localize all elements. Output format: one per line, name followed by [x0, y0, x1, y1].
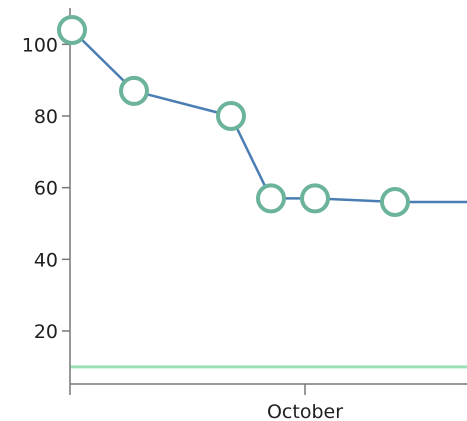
- series-line: [71, 29, 467, 204]
- data-point: [57, 15, 87, 45]
- x-tick-label-october: October: [267, 401, 343, 421]
- axes: October: [69, 8, 467, 421]
- data-point: [380, 187, 410, 217]
- data-point: [256, 183, 286, 214]
- data-point: [216, 101, 246, 131]
- y-tick-label: 40: [34, 249, 58, 271]
- y-axis-ticks: 20 40 60 80 100: [22, 34, 70, 343]
- y-tick-label: 80: [34, 106, 58, 128]
- y-tick-label: 60: [34, 178, 58, 200]
- data-point: [119, 75, 149, 106]
- series-layer: [57, 15, 467, 217]
- data-point: [300, 183, 330, 214]
- y-tick-label: 100: [22, 34, 58, 56]
- y-tick-label: 20: [34, 321, 58, 343]
